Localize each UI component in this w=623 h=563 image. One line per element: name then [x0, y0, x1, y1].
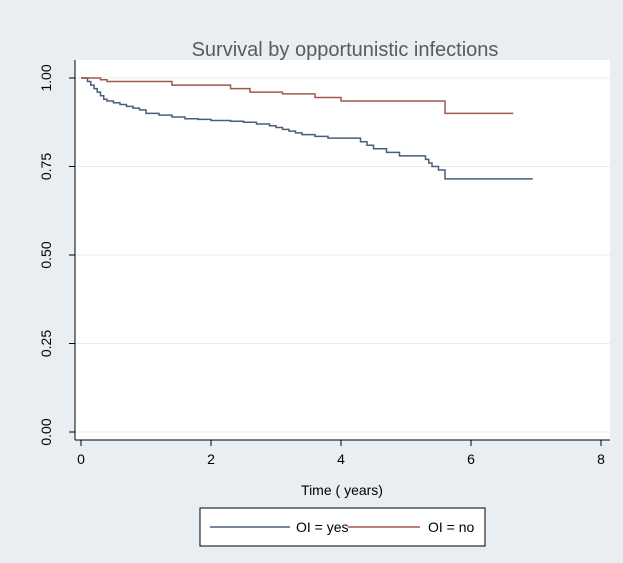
- y-tick-label: 0.25: [38, 330, 54, 357]
- y-tick-label: 1.00: [38, 64, 54, 91]
- x-axis-label: Time ( years): [301, 482, 383, 498]
- axes-layer: [74, 60, 610, 441]
- grid-layer: [75, 77, 610, 433]
- legend-label-oi-yes: OI = yes: [296, 519, 349, 535]
- series-layer: [81, 77, 533, 180]
- legend: OI = yes OI = no: [199, 507, 486, 547]
- plot-area: [75, 60, 610, 440]
- series-line-oi-yes: [81, 77, 533, 180]
- x-tick-label: 2: [207, 451, 215, 467]
- x-tick-label: 8: [597, 451, 605, 467]
- y-tick-label: 0.00: [38, 418, 54, 445]
- chart-title: Survival by opportunistic infections: [192, 39, 499, 61]
- legend-label-oi-no: OI = no: [428, 519, 475, 535]
- ticks-layer: 0.00 0.25 0.50 0.75 1.00 0 2 4 6 8: [38, 64, 605, 467]
- x-tick-label: 0: [77, 451, 85, 467]
- y-tick-label: 0.75: [38, 153, 54, 180]
- y-tick-label: 0.50: [38, 241, 54, 268]
- x-tick-label: 6: [467, 451, 475, 467]
- x-tick-label: 4: [337, 451, 345, 467]
- series-line-oi-no: [81, 77, 514, 115]
